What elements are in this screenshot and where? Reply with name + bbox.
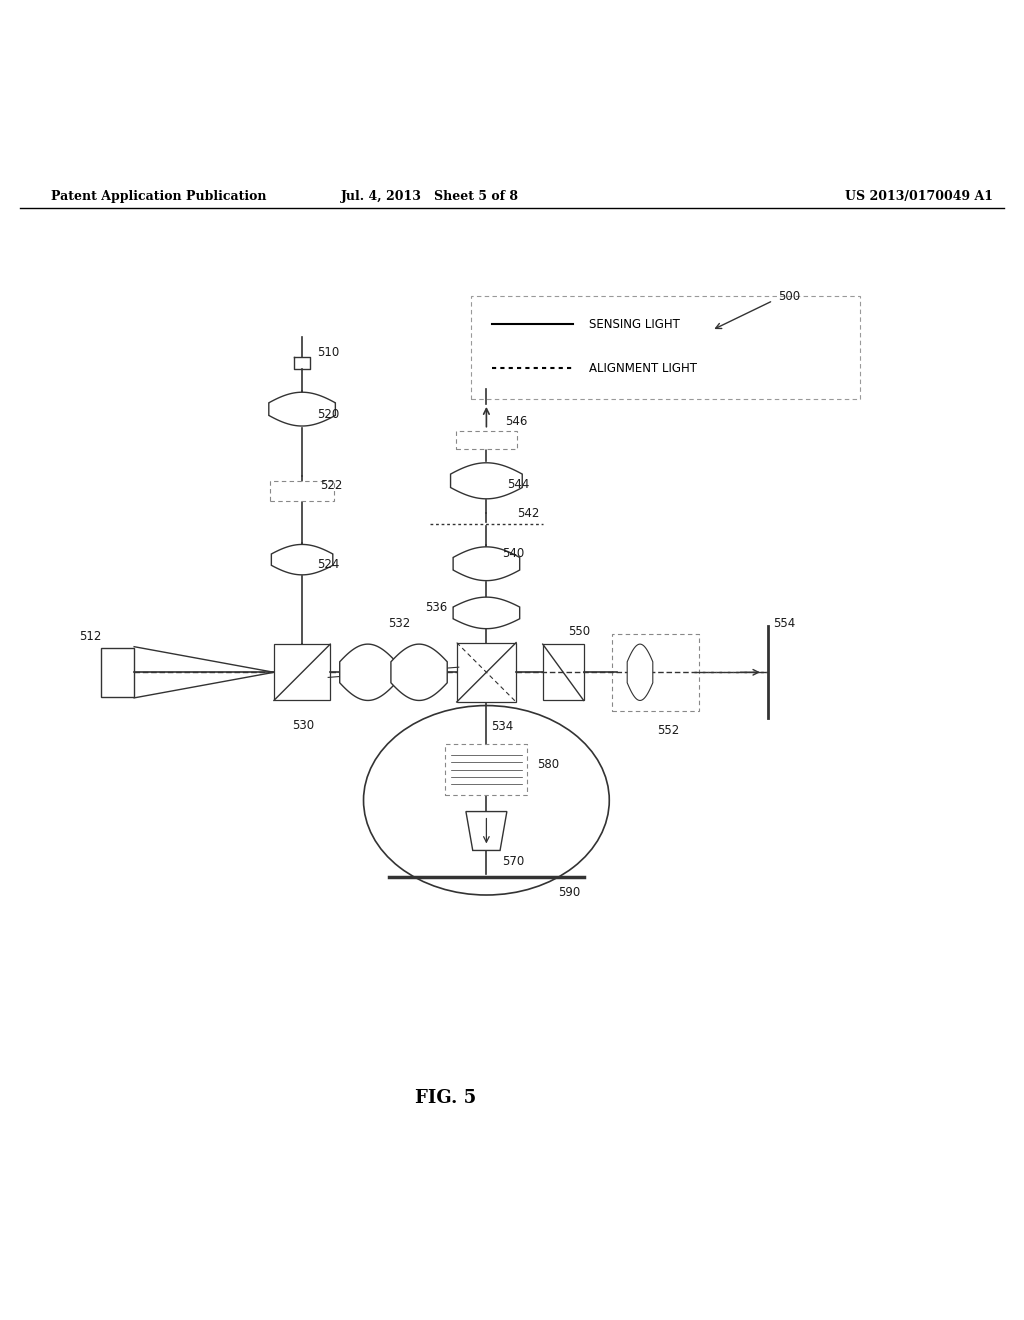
Text: 550: 550: [568, 624, 591, 638]
Text: US 2013/0170049 A1: US 2013/0170049 A1: [845, 190, 993, 203]
Text: 534: 534: [492, 721, 514, 733]
Text: 522: 522: [321, 479, 343, 492]
Polygon shape: [268, 392, 336, 426]
Text: 512: 512: [79, 630, 101, 643]
Text: FIG. 5: FIG. 5: [415, 1089, 476, 1107]
Text: 520: 520: [317, 408, 340, 421]
Bar: [543, 644, 584, 701]
Polygon shape: [271, 544, 333, 574]
Bar: [273, 644, 330, 701]
Text: 530: 530: [292, 719, 314, 733]
Text: 554: 554: [773, 616, 796, 630]
Bar: [471, 297, 860, 399]
Polygon shape: [453, 597, 519, 628]
Text: 590: 590: [558, 886, 581, 899]
Polygon shape: [451, 463, 522, 499]
Text: 552: 552: [657, 725, 680, 737]
Polygon shape: [391, 644, 447, 701]
Text: 510: 510: [317, 346, 340, 359]
Bar: [101, 648, 134, 697]
Bar: [456, 430, 517, 449]
Text: Patent Application Publication: Patent Application Publication: [51, 190, 266, 203]
Bar: [457, 643, 516, 702]
Text: 500: 500: [778, 290, 801, 304]
Text: 542: 542: [517, 507, 540, 520]
Polygon shape: [340, 644, 396, 701]
Text: SENSING LIGHT: SENSING LIGHT: [589, 318, 680, 330]
Text: ALIGNMENT LIGHT: ALIGNMENT LIGHT: [589, 362, 696, 375]
Text: 544: 544: [507, 478, 529, 491]
Text: 580: 580: [538, 758, 560, 771]
Bar: [270, 480, 334, 502]
Polygon shape: [453, 546, 519, 581]
Text: 546: 546: [505, 414, 527, 428]
Bar: [612, 634, 698, 710]
Text: 536: 536: [425, 602, 447, 614]
Polygon shape: [627, 644, 653, 701]
Bar: [445, 744, 527, 795]
Text: 570: 570: [502, 855, 524, 869]
Polygon shape: [466, 812, 507, 850]
Text: 532: 532: [388, 616, 411, 630]
Text: 540: 540: [502, 546, 524, 560]
Text: Jul. 4, 2013   Sheet 5 of 8: Jul. 4, 2013 Sheet 5 of 8: [341, 190, 519, 203]
Text: 524: 524: [317, 558, 340, 572]
